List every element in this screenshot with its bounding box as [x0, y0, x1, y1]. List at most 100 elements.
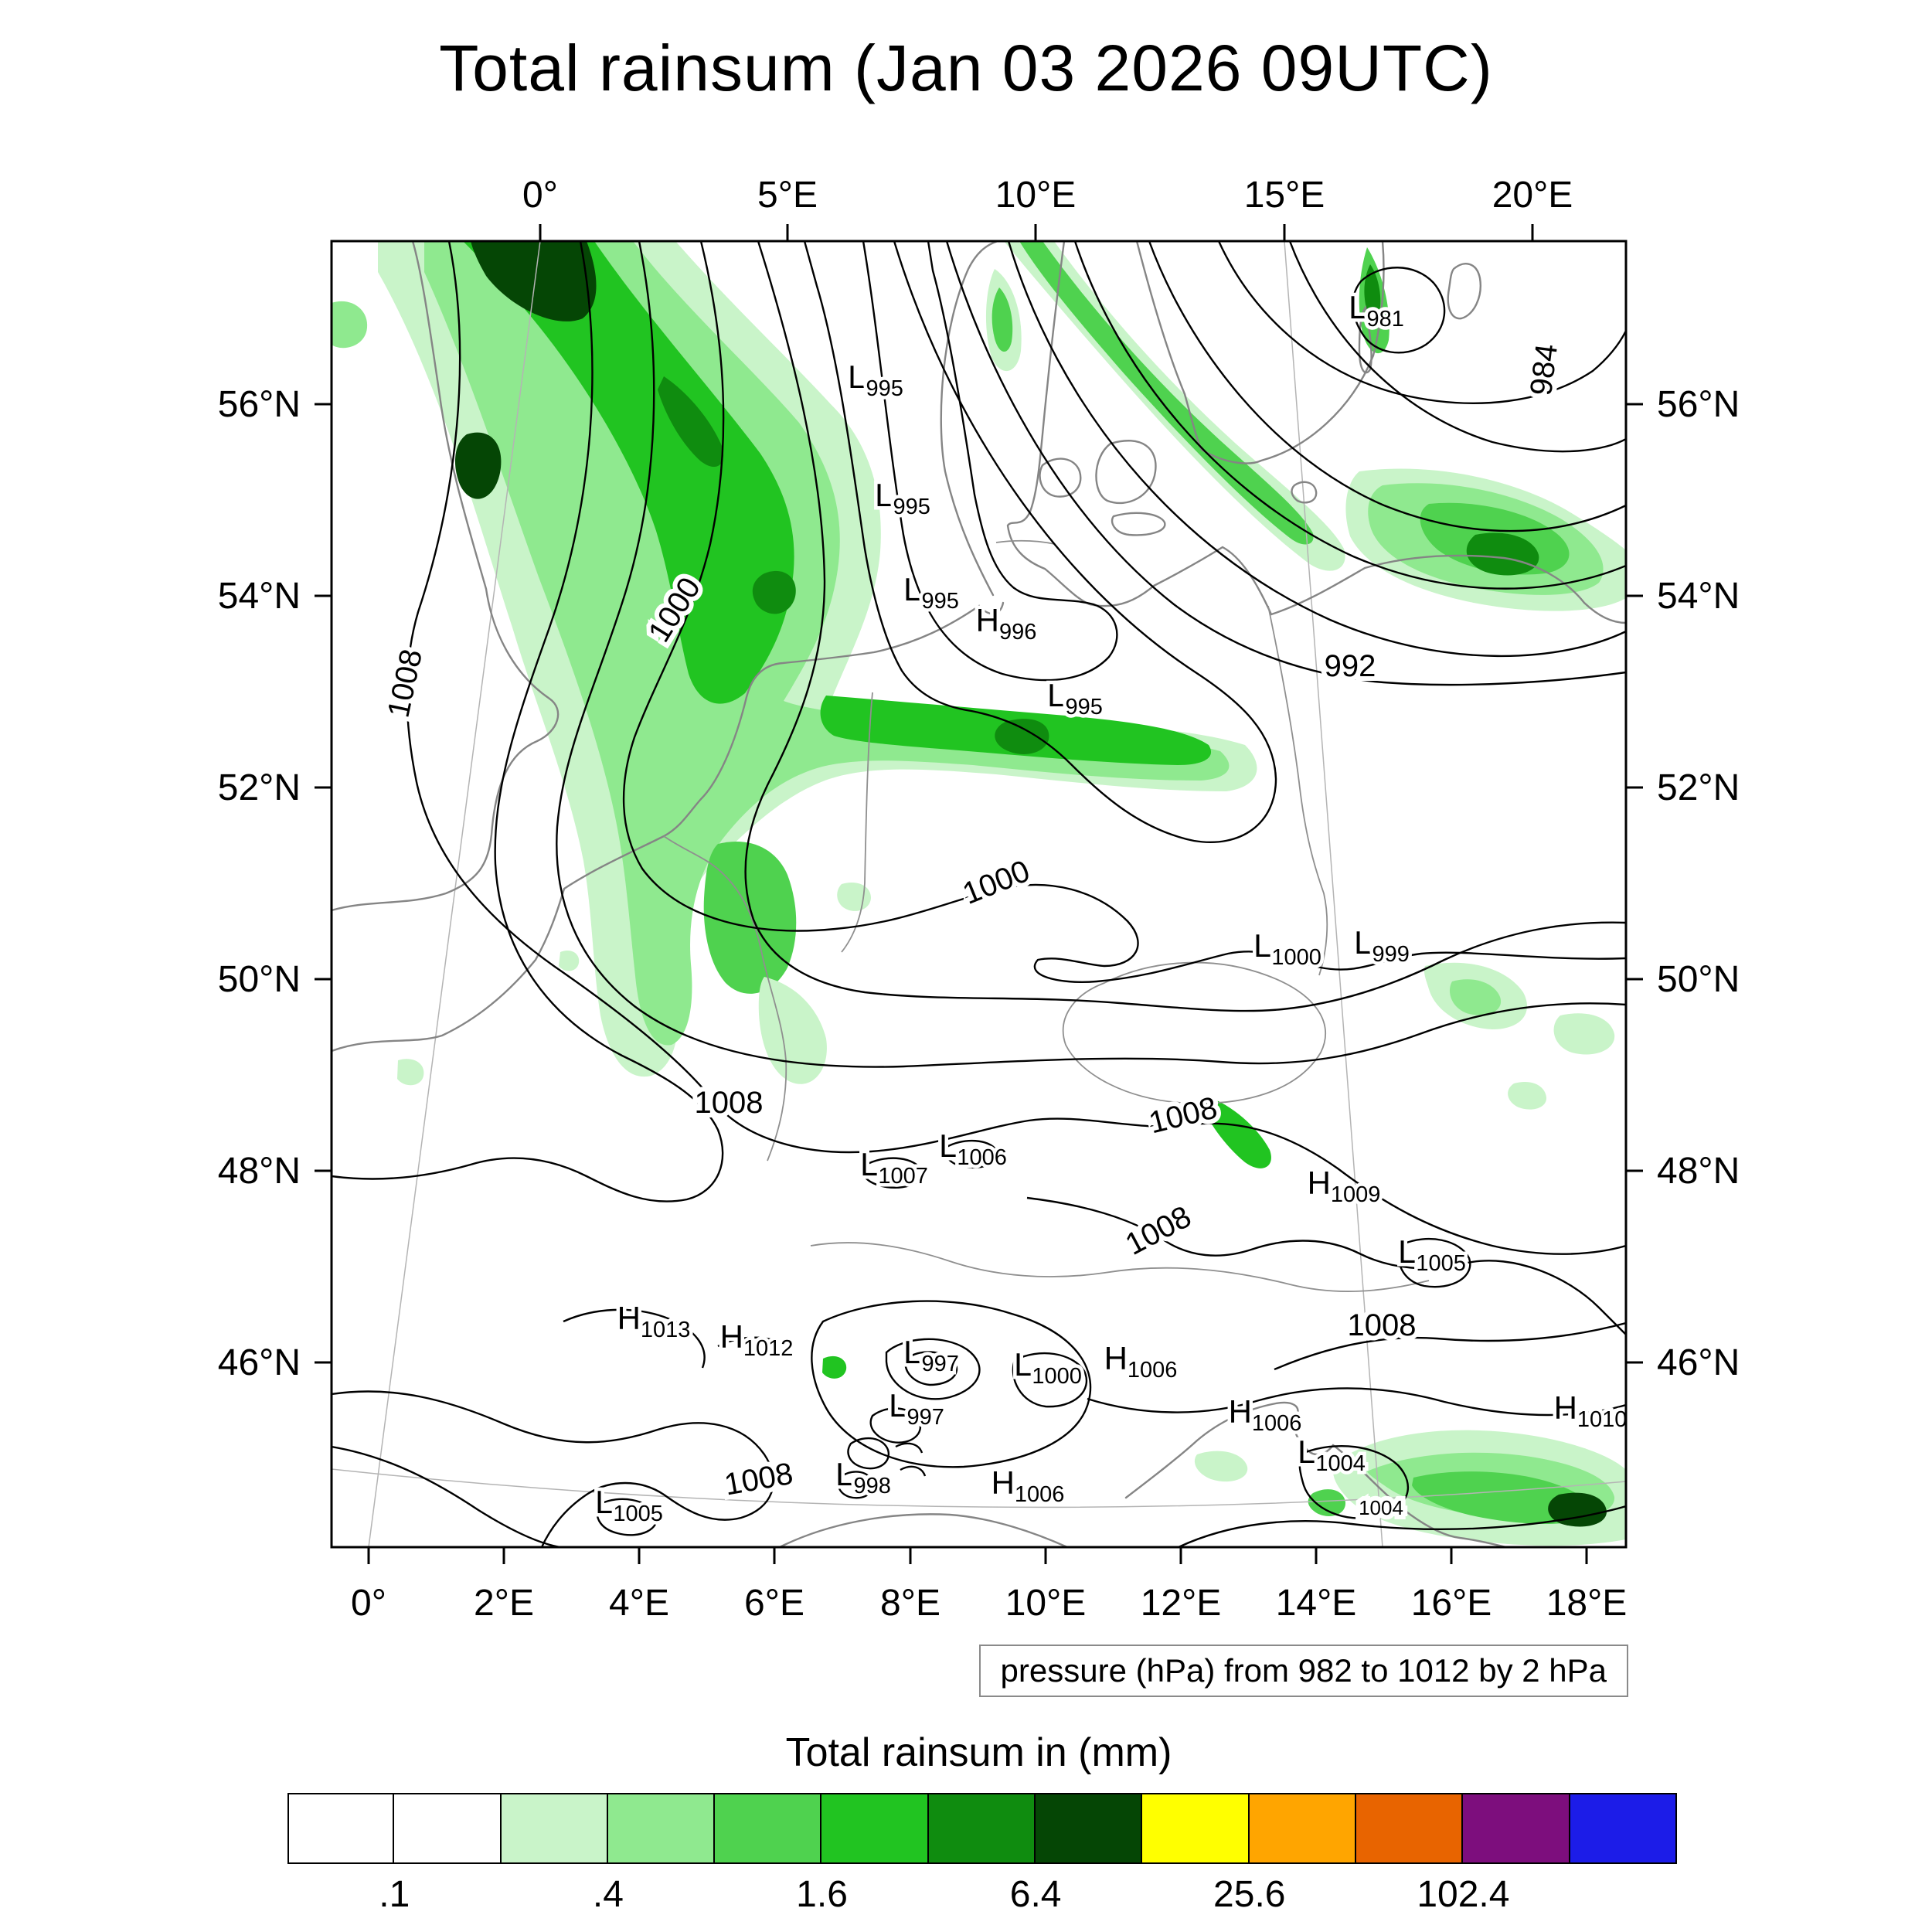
page-title: Total rainsum (Jan 03 2026 09UTC)	[439, 32, 1493, 104]
axis-label-bottom: 12°E	[1141, 1583, 1222, 1624]
rain-area	[1364, 264, 1381, 319]
pressure-contour	[1397, 1237, 1471, 1288]
pressure-legend-box: pressure (hPa) from 982 to 1012 by 2 hPa	[978, 1645, 1628, 1697]
pressure-contour	[717, 1336, 788, 1348]
coastline	[332, 601, 1005, 1053]
rain-area	[559, 950, 580, 971]
pressure-contour	[744, 241, 1626, 1012]
axis-label-top: 0°	[522, 175, 558, 216]
pressure-contour	[869, 1407, 921, 1444]
pressure-center-label: H1006	[1229, 1393, 1302, 1436]
colorbar-cell	[928, 1793, 1036, 1864]
coastline	[1447, 263, 1481, 320]
rain-area	[752, 570, 796, 614]
pressure-center-label: H1010	[1554, 1389, 1628, 1432]
rain-area	[1466, 532, 1539, 576]
pressure-contour	[332, 1445, 561, 1547]
pressure-contour	[895, 1442, 923, 1454]
rain-area	[332, 301, 368, 349]
colorbar-cell	[1355, 1793, 1464, 1864]
coastline	[1358, 305, 1372, 374]
rain-area	[1548, 1492, 1607, 1527]
axis-label-right: 50°N	[1657, 959, 1740, 1000]
colorbar-label: .4	[592, 1874, 624, 1915]
colorbar-label: 25.6	[1213, 1874, 1286, 1915]
pressure-contour	[622, 241, 1626, 983]
pressure-contour	[596, 1498, 658, 1536]
coastline	[1095, 440, 1157, 505]
graticule-line	[1284, 241, 1383, 1547]
pressure-contour	[885, 1338, 981, 1400]
pressure-center-label: L997	[889, 1387, 944, 1430]
country-border	[663, 835, 787, 1162]
contour-value-label: 1000	[958, 854, 1035, 911]
rain-area	[1553, 1013, 1615, 1055]
coastline	[1291, 481, 1318, 504]
pressure-contour	[406, 241, 1626, 1255]
contour-value-label: 1008	[382, 646, 430, 720]
axis-label-top: 10°E	[995, 175, 1077, 216]
country-border	[1267, 605, 1328, 976]
pressure-contour	[1274, 1321, 1626, 1371]
graticule-line	[368, 241, 541, 1547]
rain-area	[463, 241, 794, 704]
pressure-contour	[332, 241, 724, 1202]
pressure-center-label: L997	[903, 1334, 959, 1376]
pressure-center-label: H1009	[1308, 1165, 1381, 1207]
axis-label-bottom: 2°E	[474, 1583, 534, 1624]
pressure-contour	[811, 1300, 1092, 1468]
rain-area	[822, 1355, 847, 1379]
pressure-contour	[1288, 241, 1626, 453]
pressure-contour	[1352, 267, 1446, 354]
country-border	[841, 692, 873, 953]
pressure-center-label: L995	[848, 359, 903, 401]
pressure-contour	[556, 241, 1626, 1068]
axis-label-left: 52°N	[218, 767, 301, 808]
rain-area	[1412, 1471, 1590, 1524]
rain-area	[837, 883, 871, 911]
axis-label-right: 56°N	[1657, 384, 1740, 425]
rain-area	[1202, 1096, 1271, 1168]
coastline	[778, 1513, 1069, 1547]
pressure-contour	[1073, 241, 1626, 590]
rain-area	[1019, 241, 1314, 545]
pressure-contour	[803, 241, 1277, 843]
axis-label-left: 56°N	[218, 384, 301, 425]
rain-area	[1449, 979, 1502, 1015]
rain-area	[1308, 1489, 1346, 1516]
coastline	[1006, 241, 1626, 624]
axis-label-bottom: 6°E	[744, 1583, 804, 1624]
pressure-contour	[1217, 241, 1626, 404]
pressure-contour	[944, 1139, 998, 1168]
colorbar-label: 6.4	[1009, 1874, 1062, 1915]
axis-label-top: 20°E	[1492, 175, 1573, 216]
pressure-contour	[862, 1157, 923, 1189]
pressure-center-label: L1005	[595, 1484, 663, 1526]
contour-value-label: 984	[1524, 342, 1564, 398]
pressure-contour	[862, 241, 1118, 682]
rain-area	[758, 977, 827, 1084]
pressure-center-label: L998	[835, 1456, 891, 1498]
pressure-contour	[1087, 1387, 1626, 1417]
colorbar-cell	[1463, 1793, 1570, 1864]
pressure-center-label: L1007	[860, 1146, 928, 1189]
axis-label-left: 54°N	[218, 576, 301, 617]
rain-area	[703, 841, 797, 994]
axis-label-bottom: 4°E	[609, 1583, 669, 1624]
contour-value-label: 1008	[1348, 1308, 1417, 1342]
pressure-center-label: H1013	[617, 1300, 691, 1342]
colorbar-cell	[501, 1793, 608, 1864]
rain-area	[658, 376, 723, 468]
pressure-contour	[945, 241, 1626, 686]
axis-label-bottom: 16°E	[1411, 1583, 1492, 1624]
colorbar-cell	[1142, 1793, 1250, 1864]
pressure-center-label: L1006	[939, 1128, 1007, 1170]
pressure-contour	[904, 1351, 958, 1386]
axis-label-bottom: 14°E	[1276, 1583, 1357, 1624]
pressure-contour	[1148, 241, 1626, 532]
pressure-center-label: H1006	[1104, 1340, 1178, 1383]
axis-label-right: 54°N	[1657, 576, 1740, 617]
axis-label-bottom: 10°E	[1005, 1583, 1087, 1624]
